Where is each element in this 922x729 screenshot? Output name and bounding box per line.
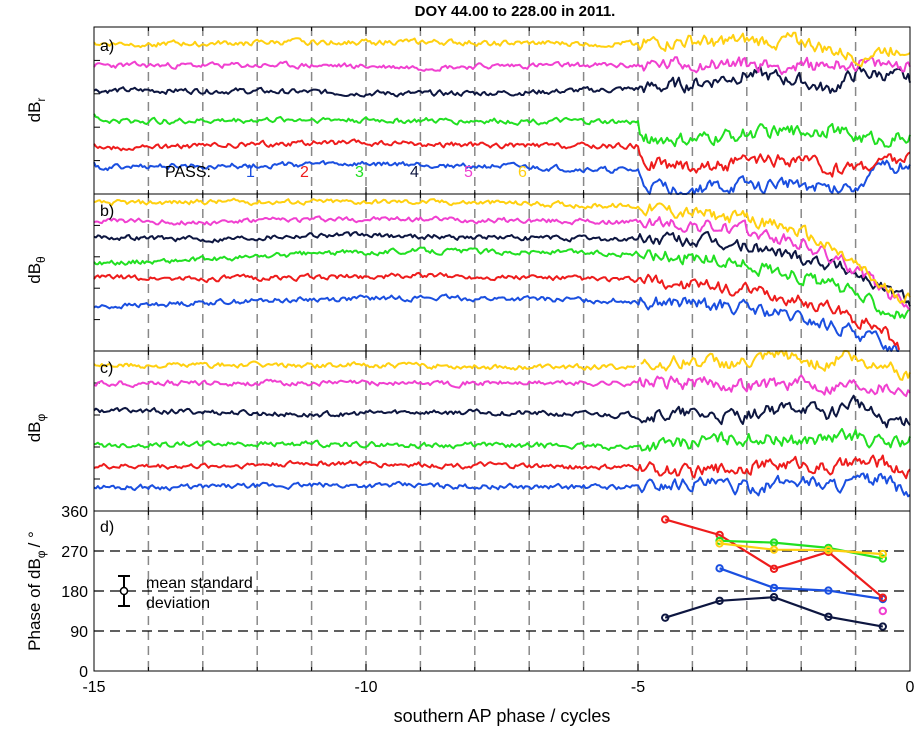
panel-b-ylabel: dBθ (25, 256, 48, 284)
phase-point-pass-4 (824, 612, 833, 621)
panel-c-ylabel-sub: φ (34, 413, 48, 421)
x-tick-label: 0 (906, 679, 915, 696)
phase-point-pass-4 (878, 622, 887, 631)
phase-point-pass-6 (769, 545, 779, 554)
panel-d-label: d) (100, 519, 114, 536)
panel-a-label: a) (100, 38, 114, 55)
phase-line-pass-4 (664, 596, 883, 628)
series-pass-4 (93, 231, 911, 307)
phase-point-pass-2 (661, 515, 670, 524)
phase-point-pass-1 (715, 564, 724, 573)
phase-line-pass-6 (719, 542, 883, 556)
phase-point-pass-6 (824, 545, 833, 555)
phase-point-pass-6 (715, 539, 724, 548)
panel-a-ylabel-main: dB (25, 102, 44, 123)
legend-entry-4: 4 (410, 164, 419, 181)
y-tick-label: 90 (70, 624, 88, 641)
x-axis: -15 -10 -5 0 southern AP phase / cycles (82, 679, 914, 726)
phase-point-pass-1 (769, 583, 779, 593)
series-pass-3 (93, 427, 911, 452)
legend-entry-1: 1 (246, 164, 255, 181)
series-pass-6 (93, 197, 911, 304)
phase-point-pass-3 (878, 554, 887, 563)
phase-line-pass-3 (719, 539, 884, 560)
legend-title: PASS: (165, 164, 211, 181)
figure-title: DOY 44.00 to 228.00 in 2011. (415, 3, 616, 20)
legend-entry-2: 2 (300, 164, 309, 181)
panel-d-series (661, 515, 887, 631)
panel-b-series (93, 197, 911, 352)
std-dev-label-line2: deviation (146, 595, 210, 612)
x-tick-label: -5 (631, 679, 645, 696)
phase-point-pass-4 (769, 593, 779, 602)
legend-entry-3: 3 (355, 164, 364, 181)
series-pass-1 (93, 293, 900, 352)
panel-b-label: b) (100, 203, 114, 220)
series-pass-3 (93, 113, 911, 148)
y-tick-label: 360 (61, 504, 88, 521)
panel-b: b) dBθ (25, 193, 911, 352)
panel-a-gridlines (93, 27, 911, 194)
panel-a-ylabel: dBr (25, 98, 48, 123)
series-pass-6 (93, 31, 911, 68)
panel-b-frame (93, 193, 911, 352)
std-dev-errorbar (118, 575, 130, 607)
phase-point-pass-6 (878, 549, 887, 559)
panel-c-ylabel-main: dB (25, 421, 44, 442)
legend-entry-5: 5 (464, 164, 473, 181)
panel-b-gridlines (93, 194, 911, 351)
phase-point-pass-1 (824, 586, 833, 595)
series-pass-2 (93, 138, 911, 178)
y-tick-label: 270 (61, 544, 88, 561)
phase-point-pass-2 (769, 564, 779, 573)
phase-point-pass-2 (878, 593, 887, 602)
phase-point-pass-4 (661, 613, 670, 622)
series-pass-6 (93, 360, 636, 371)
series-pass-2 (93, 454, 911, 480)
series-pass-4 (93, 394, 911, 429)
phase-point-pass-4 (715, 596, 724, 605)
series-pass-5 (93, 55, 911, 76)
series-pass-4 (93, 65, 911, 98)
series-pass-5 (93, 374, 911, 398)
y-tick-label: 180 (61, 584, 88, 601)
panel-d-ylabel-sub: φ (34, 550, 48, 558)
legend-entry-6: 6 (518, 164, 527, 181)
panel-b-ylabel-sub: θ (34, 256, 48, 263)
x-tick-label: -15 (82, 679, 105, 696)
x-axis-label: southern AP phase / cycles (394, 706, 611, 726)
series-pass-5 (93, 215, 911, 311)
panel-c-series (93, 350, 911, 498)
series-pass-3 (93, 246, 911, 320)
panel-d-ylabel: Phase of dBφ / ° (25, 531, 48, 651)
panel-d-ylabel-unit: / ° (25, 531, 44, 547)
errorbar-marker (119, 586, 129, 596)
series-pass-6 (640, 350, 911, 381)
panel-a-ylabel-sub: r (34, 98, 48, 102)
x-tick-label: -10 (354, 679, 377, 696)
std-dev-label-line1: mean standard (146, 575, 253, 592)
panel-d: d) 0 90 180 270 360 Phase of dBφ / ° mean sta… (25, 504, 911, 681)
panel-a-series (93, 31, 911, 195)
phase-point-pass-5 (878, 606, 887, 616)
series-pass-1 (93, 472, 911, 498)
panel-d-yticks: 0 90 180 270 360 (61, 504, 101, 681)
phase-line-pass-1 (719, 567, 883, 601)
panel-d-ylabel-main: Phase of dB (25, 558, 44, 651)
panel-c: c) dBφ (25, 350, 911, 512)
panel-a: a) dBr PASS: 1 2 3 4 5 6 (25, 26, 911, 195)
panel-a-legend: PASS: 1 2 3 4 5 6 (165, 164, 527, 181)
y-tick-label: 0 (79, 664, 88, 681)
series-pass-1 (93, 159, 911, 195)
panel-c-label: c) (100, 360, 113, 377)
phase-line-pass-2 (664, 518, 884, 599)
series-pass-2 (93, 271, 901, 351)
panel-a-frame (93, 26, 911, 195)
panel-b-ylabel-main: dB (25, 263, 44, 284)
panel-c-ylabel: dBφ (25, 413, 48, 442)
